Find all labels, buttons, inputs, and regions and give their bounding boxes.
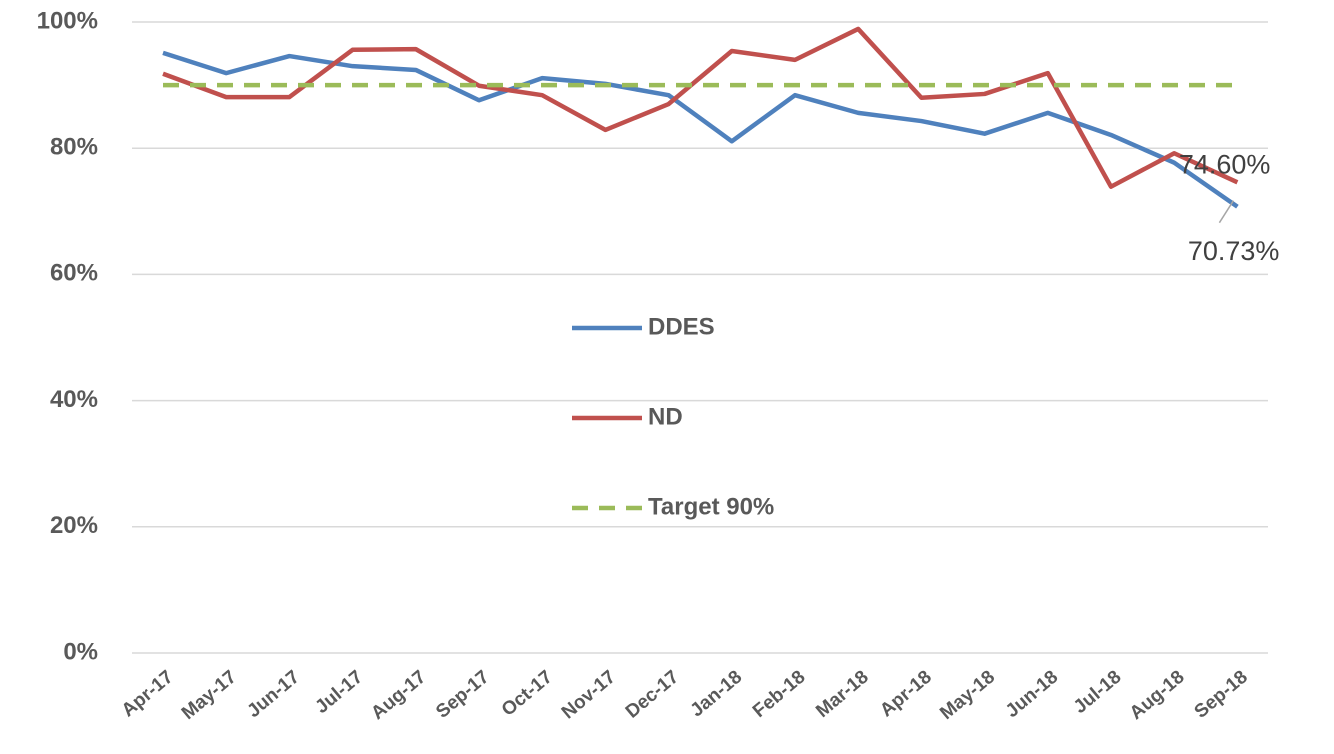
x-tick-label: Jun-18: [1002, 667, 1062, 722]
legend-label: DDES: [648, 313, 715, 340]
x-tick-label: Jan-18: [687, 667, 747, 722]
x-tick-label: Jul-18: [1070, 667, 1126, 718]
x-tick-label: Sep-18: [1191, 667, 1252, 723]
series-line: [162, 26, 1239, 189]
x-tick-label: Oct-17: [498, 667, 557, 721]
x-tick-label: Jun-17: [243, 667, 303, 722]
y-tick-label: 100%: [37, 7, 98, 34]
y-tick-label: 0%: [63, 638, 98, 665]
x-tick-label: Jul-17: [311, 667, 367, 718]
x-tick-label: Dec-17: [622, 667, 683, 723]
y-tick-label: 80%: [50, 134, 98, 161]
x-tick-label: Feb-18: [749, 667, 809, 722]
y-tick-label: 60%: [50, 260, 98, 287]
y-tick-label: 20%: [50, 512, 98, 539]
x-tick-label: Nov-17: [558, 667, 620, 724]
x-tick-label: Aug-18: [1126, 667, 1189, 724]
x-tick-label: Mar-18: [812, 667, 872, 722]
x-tick-label: May-17: [178, 667, 241, 724]
leader-line: [1218, 200, 1235, 224]
x-tick-label: Aug-17: [367, 667, 430, 724]
legend-label: Target 90%: [648, 493, 774, 520]
x-tick-label: May-18: [936, 667, 999, 724]
legend-label: ND: [648, 403, 683, 430]
x-tick-label: Apr-18: [876, 667, 936, 722]
y-tick-label: 40%: [50, 386, 98, 413]
data-label: 74.60%: [1179, 149, 1271, 179]
x-tick-label: Apr-17: [118, 667, 178, 722]
x-tick-label: Sep-17: [432, 667, 493, 723]
series-line: [162, 50, 1239, 209]
data-label: 70.73%: [1188, 236, 1280, 266]
